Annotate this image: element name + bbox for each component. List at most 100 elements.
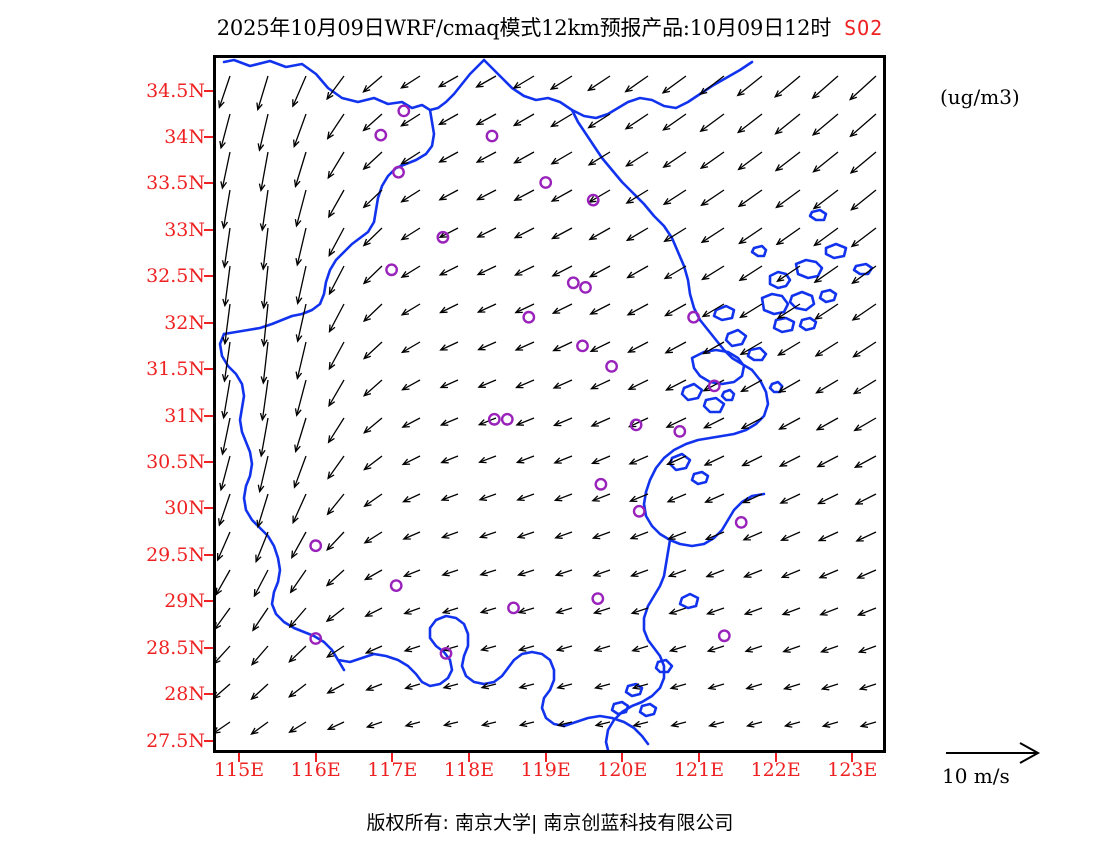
wind-arrow <box>669 683 687 690</box>
wind-arrow <box>476 265 497 276</box>
y-axis-tick-mark <box>204 600 214 603</box>
station-marker[interactable] <box>436 230 450 244</box>
station-marker[interactable] <box>734 515 748 529</box>
wind-arrow <box>512 75 535 89</box>
wind-arrow <box>252 607 269 632</box>
wind-arrow <box>819 645 839 654</box>
wind-arrow <box>363 531 383 544</box>
wind-arrow <box>593 645 611 653</box>
wind-arrow <box>741 493 763 504</box>
wind-arrow <box>250 645 269 666</box>
wind-arrow <box>325 607 345 623</box>
station-marker[interactable] <box>586 193 600 207</box>
station-marker[interactable] <box>591 592 605 605</box>
station-marker-layer[interactable] <box>309 104 748 660</box>
station-marker[interactable] <box>605 359 618 373</box>
x-axis-tick-mark <box>698 752 700 762</box>
wind-arrow <box>737 151 763 171</box>
station-marker[interactable] <box>687 310 700 324</box>
station-marker[interactable] <box>392 165 405 179</box>
wind-arrow <box>478 531 497 539</box>
wind-scale-arrow-icon <box>946 742 1041 764</box>
wind-arrow <box>701 303 725 318</box>
wind-arrow <box>362 151 383 171</box>
wind-vector-layer <box>216 75 877 735</box>
station-marker[interactable] <box>487 412 501 426</box>
station-marker[interactable] <box>673 424 687 438</box>
station-marker[interactable] <box>576 339 589 353</box>
wind-arrow <box>400 75 421 89</box>
station-marker[interactable] <box>500 412 514 426</box>
wind-arrow <box>442 720 459 728</box>
x-axis-tick-label: 122E <box>750 759 801 781</box>
wind-arrow <box>477 379 497 388</box>
wind-arrow <box>851 303 877 321</box>
station-marker[interactable] <box>594 477 608 491</box>
station-marker[interactable] <box>522 310 536 324</box>
wind-arrow <box>745 683 763 691</box>
wind-arrow <box>255 531 269 564</box>
wind-arrow <box>743 607 763 616</box>
y-axis-tick-label: 32.5N <box>146 265 205 288</box>
wind-arrow <box>852 341 877 358</box>
y-axis-tick-label: 31.5N <box>146 358 205 381</box>
map-plot-frame[interactable] <box>213 55 886 753</box>
wind-arrow <box>515 455 535 464</box>
wind-arrow <box>288 721 307 734</box>
wind-arrow <box>670 720 687 728</box>
wind-arrow <box>745 720 763 728</box>
wind-arrow <box>257 455 269 494</box>
x-axis-tick-label: 118E <box>443 759 495 781</box>
wind-arrow <box>439 417 459 426</box>
wind-arrow <box>295 227 307 267</box>
x-axis-tick-mark <box>468 752 470 762</box>
wind-arrow <box>820 683 839 691</box>
station-marker[interactable] <box>485 129 499 143</box>
wind-arrow <box>220 417 231 456</box>
wind-arrow <box>783 721 801 728</box>
station-marker[interactable] <box>385 263 399 277</box>
wind-arrow <box>325 569 345 587</box>
wind-arrow <box>553 493 573 502</box>
station-marker[interactable] <box>539 176 553 189</box>
wind-arrow <box>625 227 649 242</box>
wind-arrow <box>703 455 725 466</box>
station-marker[interactable] <box>717 629 731 643</box>
wind-arrow <box>216 683 231 699</box>
wind-arrow <box>780 569 801 579</box>
wind-arrow <box>294 379 307 417</box>
y-axis-tick-mark <box>204 368 214 371</box>
wind-arrow <box>855 531 877 542</box>
wind-arrow <box>702 379 725 392</box>
wind-arrow <box>216 721 231 734</box>
station-marker[interactable] <box>707 379 721 393</box>
wind-arrow <box>326 493 345 516</box>
wind-arrow <box>857 645 877 654</box>
wind-arrow <box>514 303 535 314</box>
station-marker[interactable] <box>439 647 453 660</box>
wind-arrow <box>556 720 573 728</box>
wind-arrow <box>475 113 497 126</box>
station-marker[interactable] <box>389 579 403 592</box>
station-marker[interactable] <box>309 539 323 553</box>
wind-arrow <box>816 455 839 468</box>
station-marker[interactable] <box>374 128 388 142</box>
station-marker[interactable] <box>632 504 646 518</box>
wind-arrow <box>549 75 573 90</box>
station-marker[interactable] <box>507 601 520 615</box>
station-marker[interactable] <box>579 280 592 294</box>
wind-arrow <box>624 113 649 130</box>
station-marker[interactable] <box>629 418 643 432</box>
map-canvas[interactable] <box>216 58 883 750</box>
station-marker[interactable] <box>566 276 580 290</box>
station-marker[interactable] <box>309 632 323 645</box>
wind-arrow <box>632 720 649 728</box>
x-axis-tick-label: 117E <box>367 759 418 781</box>
wind-arrow <box>556 682 573 690</box>
wind-arrow <box>219 113 231 150</box>
wind-arrow <box>365 721 383 729</box>
station-marker[interactable] <box>397 104 411 118</box>
wind-arrow <box>814 303 839 320</box>
wind-arrow <box>288 607 307 629</box>
